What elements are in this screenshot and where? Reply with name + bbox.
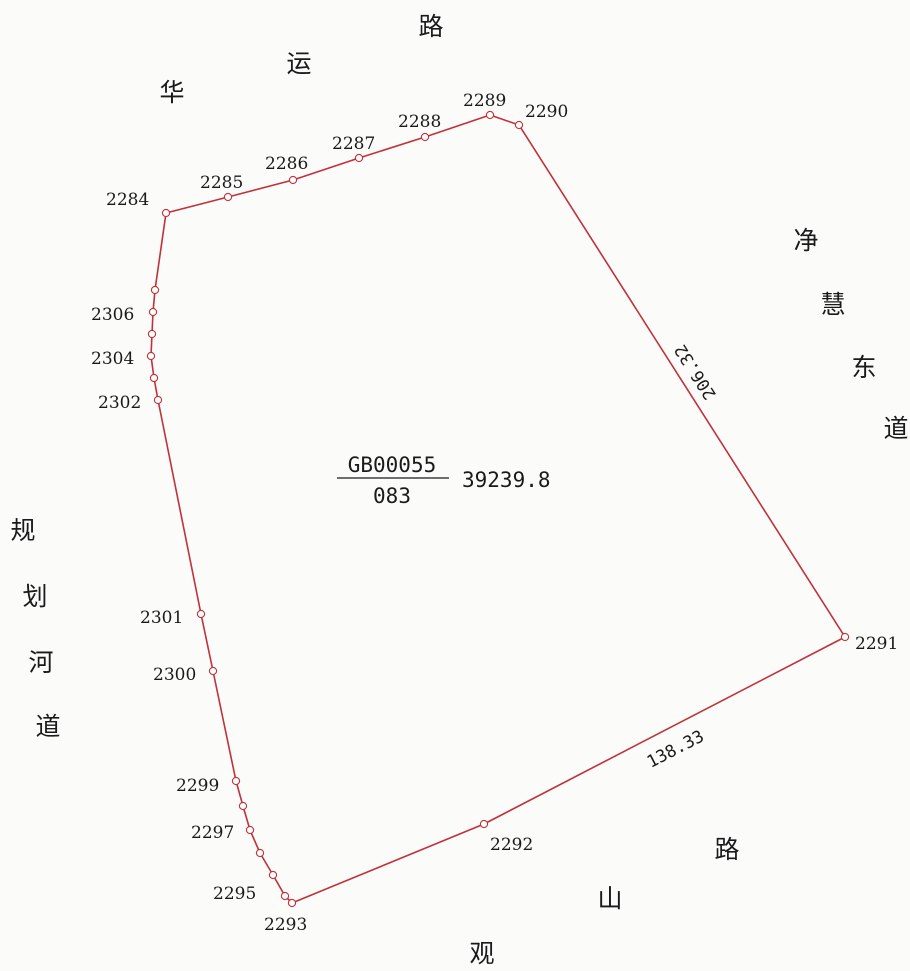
point-label-2288: 2288 [398, 112, 441, 132]
vertex-2286 [288, 175, 298, 185]
point-label-2291: 2291 [855, 634, 898, 654]
road-west-char: 河 [28, 648, 53, 677]
road-west-char: 规 [10, 516, 35, 545]
road-south-char: 山 [597, 884, 622, 913]
vertex-2292 [479, 819, 489, 829]
parcel-number: 083 [373, 484, 411, 508]
vertex-2285 [223, 192, 233, 202]
vertex-2293 [287, 898, 297, 908]
vertex-2303 [149, 373, 159, 383]
road-north-char: 路 [418, 12, 443, 41]
road-east-char: 道 [883, 414, 908, 443]
point-label-2300: 2300 [153, 665, 196, 685]
vertex-2288 [420, 132, 430, 142]
road-south: 观 山 路 [469, 835, 739, 968]
road-north: 华 运 路 [159, 12, 443, 107]
road-east-char: 净 [793, 226, 818, 255]
road-north-char: 华 [159, 78, 184, 107]
road-north-char: 运 [286, 49, 311, 78]
vertex-2305 [147, 329, 157, 339]
point-label-2293: 2293 [264, 915, 307, 935]
vertex-2284 [161, 208, 171, 218]
vertex-2297 [245, 825, 255, 835]
point-labels: 2284 2285 2286 2287 2288 2289 2290 2291 … [91, 91, 898, 935]
point-label-2284: 2284 [106, 190, 149, 210]
point-label-2302: 2302 [98, 393, 141, 413]
vertex-2290 [514, 120, 524, 130]
dimension-east-edge: 206.32 [671, 340, 721, 403]
vertex-2306 [148, 307, 158, 317]
vertex-2300 [208, 666, 218, 676]
parcel-area: 39239.8 [462, 468, 551, 492]
point-label-2285: 2285 [200, 173, 243, 193]
vertex-2295 [268, 870, 278, 880]
vertex-2289 [485, 110, 495, 120]
boundary-vertices [146, 110, 850, 908]
parcel-annotation: GB00055 083 39239.8 [337, 453, 551, 508]
road-west-char: 划 [22, 582, 47, 611]
vertex-2294 [280, 891, 290, 901]
point-label-2295: 2295 [213, 884, 256, 904]
point-label-2301: 2301 [140, 608, 183, 628]
vertex-2298 [238, 801, 248, 811]
road-south-char: 路 [714, 835, 739, 864]
road-south-char: 观 [469, 939, 494, 968]
parcel-code: GB00055 [348, 453, 437, 477]
road-east: 净 慧 东 道 [793, 226, 908, 443]
point-label-2287: 2287 [332, 134, 375, 154]
point-label-2286: 2286 [265, 154, 308, 174]
vertex-2287 [354, 153, 364, 163]
point-label-2299: 2299 [176, 776, 219, 796]
point-label-2306: 2306 [91, 305, 134, 325]
vertex-2301 [196, 609, 206, 619]
vertex-2296 [255, 848, 265, 858]
point-label-2290: 2290 [525, 102, 568, 122]
dimension-south-edge: 138.33 [644, 727, 708, 773]
road-east-char: 东 [851, 353, 876, 382]
vertex-2304 [146, 351, 156, 361]
point-label-2292: 2292 [490, 835, 533, 855]
point-label-2289: 2289 [463, 91, 506, 111]
road-west: 规 划 河 道 [10, 516, 60, 741]
road-west-char: 道 [35, 712, 60, 741]
vertex-2307 [150, 285, 160, 295]
vertex-2302 [153, 395, 163, 405]
vertex-2291 [840, 632, 850, 642]
point-label-2304: 2304 [91, 349, 134, 369]
road-east-char: 慧 [820, 290, 845, 319]
point-label-2297: 2297 [191, 823, 234, 843]
vertex-2299 [231, 776, 241, 786]
parcel-boundary [150, 114, 846, 904]
